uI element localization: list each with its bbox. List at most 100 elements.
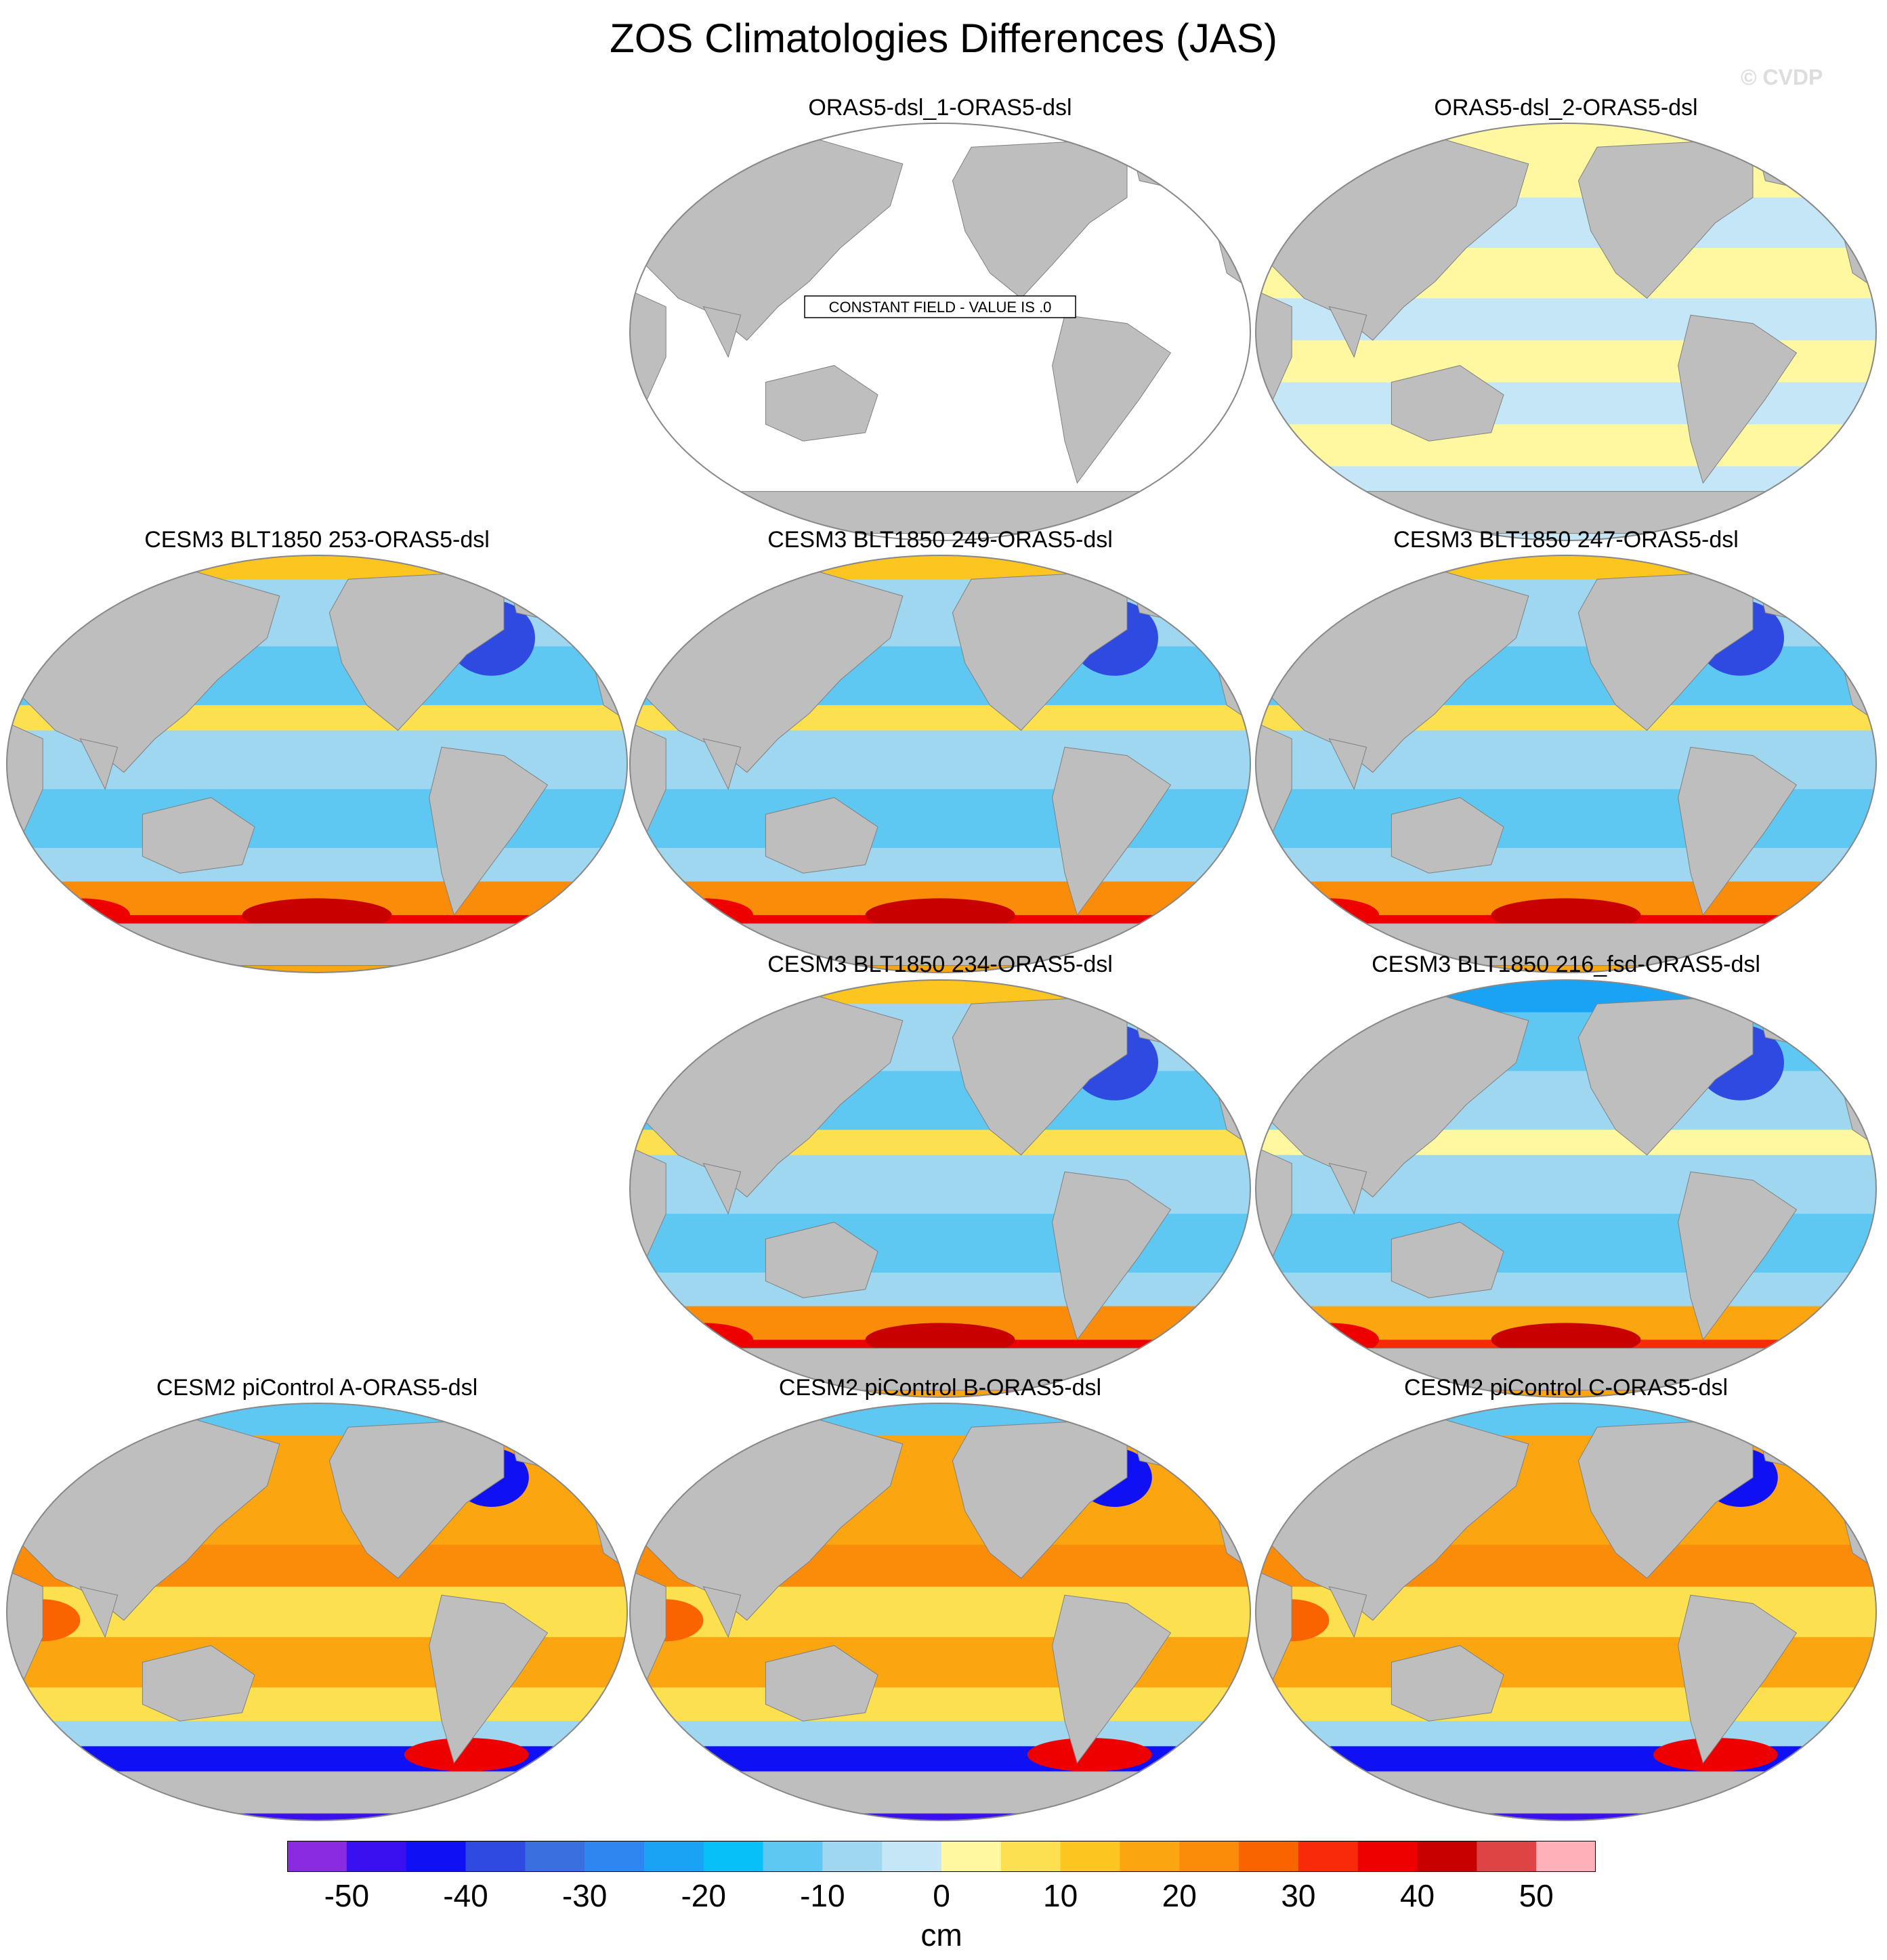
land-mass xyxy=(952,138,1128,299)
colorbar-swatch xyxy=(465,1841,526,1872)
land-mass xyxy=(658,1771,1222,1814)
colorbar-swatch xyxy=(1298,1841,1359,1872)
land-mass xyxy=(1577,138,1754,299)
panel-title: CESM2 piControl B-ORAS5-dsl xyxy=(778,1375,1102,1401)
robinson-map xyxy=(6,1403,629,1821)
map-panel: CESM3 BLT1850 249-ORAS5-dsl xyxy=(629,527,1252,973)
map-panel: CESM2 piControl A-ORAS5-dsl xyxy=(5,1375,629,1821)
land-mass xyxy=(1391,1222,1504,1298)
panel-title: CESM3 BLT1850 253-ORAS5-dsl xyxy=(144,527,490,553)
panel-title: CESM2 piControl A-ORAS5-dsl xyxy=(156,1375,478,1401)
panel-title: ORAS5-dsl_2-ORAS5-dsl xyxy=(1434,95,1698,121)
anomaly-band xyxy=(1256,1273,1876,1307)
land-mass xyxy=(35,1771,599,1814)
colorbar-swatch xyxy=(941,1841,1002,1872)
colorbar-swatch xyxy=(1120,1841,1180,1872)
colorbar-swatch xyxy=(287,1841,347,1872)
land-mass xyxy=(35,923,599,966)
constant-field-label: CONSTANT FIELD - VALUE IS .0 xyxy=(829,299,1052,316)
colorbar-units: cm xyxy=(920,1917,962,1953)
colorbar-swatch xyxy=(1357,1841,1418,1872)
land-mass xyxy=(1391,365,1504,442)
land-mass xyxy=(1052,1594,1172,1764)
colorbar-tick-label: -30 xyxy=(561,1878,608,1913)
robinson-map xyxy=(1255,979,1878,1398)
anomaly-band xyxy=(630,1721,1250,1747)
map-outline xyxy=(629,1403,1252,1821)
map-outline xyxy=(6,555,629,973)
colorbar-tick-label: 10 xyxy=(1043,1878,1078,1913)
colorbar-tick-label: 0 xyxy=(933,1878,950,1913)
land-mass xyxy=(702,306,742,358)
land-mass xyxy=(952,1418,1128,1579)
map-panel: CESM3 BLT1850 247-ORAS5-dsl xyxy=(1254,527,1878,973)
anomaly-band xyxy=(1256,1721,1876,1747)
anomaly-band xyxy=(630,1687,1250,1722)
anomaly-band xyxy=(630,555,1250,580)
map-outline xyxy=(1255,123,1878,541)
colorbar-swatch xyxy=(1179,1841,1239,1872)
colorbar-swatch xyxy=(1477,1841,1537,1872)
robinson-map xyxy=(1255,1403,1878,1821)
map-panel: CESM3 BLT1850 253-ORAS5-dsl xyxy=(5,527,629,973)
colorbar-frame xyxy=(287,1841,1596,1872)
map-panel: CESM2 piControl B-ORAS5-dsl xyxy=(629,1375,1252,1821)
land-mass xyxy=(1328,1586,1367,1638)
colorbar-swatch xyxy=(1417,1841,1477,1872)
robinson-map xyxy=(629,979,1252,1398)
land-mass xyxy=(1577,570,1754,731)
land-mass xyxy=(142,797,255,874)
colorbar-swatch xyxy=(763,1841,823,1872)
map-outline xyxy=(629,123,1252,541)
map-outline xyxy=(6,1403,629,1821)
colorbar-tick-label: 50 xyxy=(1519,1878,1554,1913)
robinson-map xyxy=(1255,555,1878,973)
colorbar xyxy=(287,1841,1596,1872)
colorbar-swatch xyxy=(822,1841,883,1872)
map-panel: CESM3 BLT1850 234-ORAS5-dsl xyxy=(629,952,1252,1398)
anomaly-band xyxy=(630,848,1250,882)
land-mass xyxy=(1052,746,1172,916)
anomaly-band xyxy=(1256,980,1876,1013)
anomaly-blob xyxy=(30,898,130,932)
constant-field-box xyxy=(804,295,1076,318)
anomaly-band xyxy=(1256,1687,1876,1722)
land-mass xyxy=(1284,1771,1848,1814)
anomaly-band xyxy=(1256,1403,1876,1436)
colorbar-swatch xyxy=(346,1841,407,1872)
robinson-map xyxy=(629,555,1252,973)
colorbar-swatch xyxy=(882,1841,942,1872)
anomaly-band xyxy=(7,1403,627,1436)
anomaly-band xyxy=(630,980,1250,1005)
colorbar-swatch xyxy=(585,1841,645,1872)
land-mass xyxy=(1678,1171,1798,1341)
colorbar-tick-label: 20 xyxy=(1162,1878,1197,1913)
anomaly-blob xyxy=(404,1738,529,1772)
colorbar-tick-label: 30 xyxy=(1281,1878,1316,1913)
land-mass xyxy=(765,365,878,442)
anomaly-band xyxy=(7,1687,627,1722)
panel-title: CESM3 BLT1850 247-ORAS5-dsl xyxy=(1393,527,1739,553)
land-mass xyxy=(142,1645,255,1722)
map-outline xyxy=(1255,1403,1878,1821)
anomaly-band xyxy=(1256,382,1876,425)
colorbar-tick-label: -10 xyxy=(800,1878,845,1913)
land-mass xyxy=(1391,1645,1504,1722)
colorbar-swatch xyxy=(643,1841,704,1872)
colorbar-swatch xyxy=(525,1841,585,1872)
land-mass xyxy=(328,570,505,731)
anomaly-blob xyxy=(653,898,753,932)
anomaly-band xyxy=(7,1721,627,1747)
land-mass xyxy=(1678,746,1798,916)
land-mass xyxy=(1328,1163,1367,1215)
anomaly-blob xyxy=(1027,1738,1152,1772)
map-outline xyxy=(1255,555,1878,973)
land-mass xyxy=(429,1594,549,1764)
anomaly-blob xyxy=(653,1323,753,1357)
colorbar-swatch xyxy=(1000,1841,1061,1872)
land-mass xyxy=(79,1586,119,1638)
map-panel: CESM2 piControl C-ORAS5-dsl xyxy=(1254,1375,1878,1821)
robinson-map xyxy=(6,555,629,973)
land-mass xyxy=(765,797,878,874)
colorbar-tick-label: -20 xyxy=(681,1878,726,1913)
